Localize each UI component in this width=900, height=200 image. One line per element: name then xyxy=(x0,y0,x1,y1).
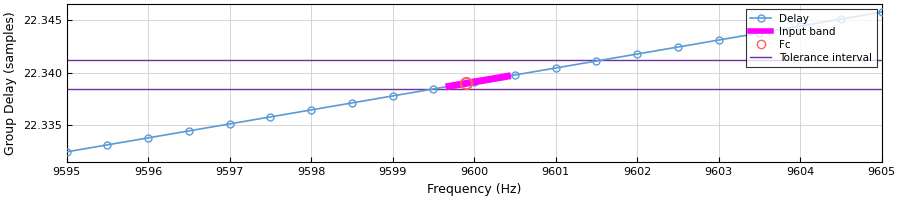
X-axis label: Frequency (Hz): Frequency (Hz) xyxy=(427,183,521,196)
Legend: Delay, Input band, Fc, Tolerance interval: Delay, Input band, Fc, Tolerance interva… xyxy=(746,9,877,67)
Y-axis label: Group Delay (samples): Group Delay (samples) xyxy=(4,11,17,155)
